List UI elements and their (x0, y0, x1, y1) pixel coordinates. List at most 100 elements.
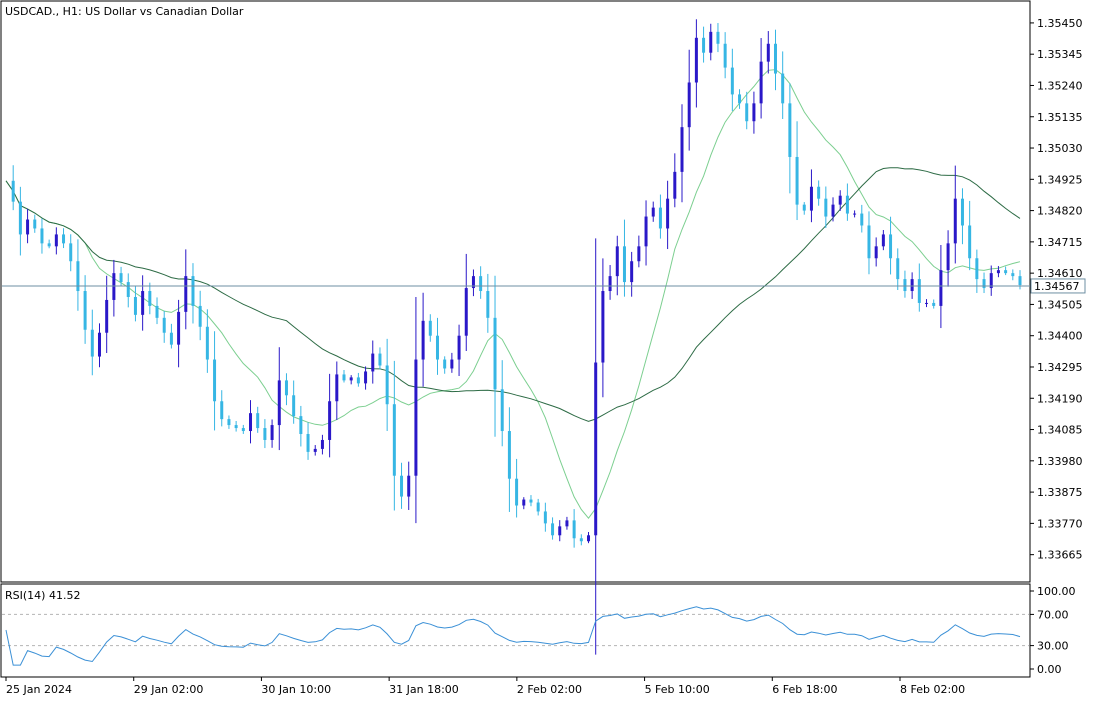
candle-body (54, 234, 58, 247)
candle-body (428, 320, 432, 336)
current-price-tag (1030, 278, 1086, 294)
candle-body (903, 279, 907, 292)
rsi-axis: 100.00 70.00 30.00 0.00 (1030, 585, 1076, 676)
candle-body (500, 389, 504, 432)
price-pane-frame (0, 0, 1031, 583)
rsi-pane-frame (0, 583, 1031, 678)
candle-body (133, 296, 137, 315)
rsi-label: RSI(14) 41.52 (5, 589, 80, 602)
candle-body (536, 502, 540, 512)
time-tick-label: 30 Jan 10:00 (261, 683, 331, 696)
candle-body (1004, 270, 1008, 274)
candle-body (881, 234, 885, 247)
candle-body (723, 43, 727, 68)
candle-body (896, 258, 900, 280)
candle-body (177, 311, 181, 345)
candle-body (284, 380, 288, 396)
candle-body (658, 207, 662, 229)
candle-body (529, 499, 533, 503)
candle-body (119, 273, 123, 283)
candle-body (493, 317, 497, 390)
candle-body (968, 225, 972, 259)
candle-body (788, 103, 792, 157)
moving-averages (5, 69, 1021, 520)
candle-body (953, 198, 957, 244)
rsi-plot (5, 606, 1021, 666)
candle-body (709, 31, 713, 53)
candle-body (356, 377, 360, 384)
candle-body (464, 288, 468, 336)
price-tick-label: 1.33980 (1037, 455, 1083, 468)
candle-body (83, 291, 87, 330)
candle-body (1018, 276, 1022, 286)
candle-body (925, 302, 929, 304)
candle-body (277, 380, 281, 426)
candle-body (773, 43, 777, 74)
candle-body (162, 317, 166, 333)
candle-body (169, 332, 173, 345)
candle-body (874, 246, 878, 259)
candle-body (587, 535, 591, 542)
candle-body (47, 243, 51, 247)
candle-body (522, 499, 526, 506)
candle-body (421, 320, 425, 360)
candle-body (435, 335, 439, 360)
candle-body (608, 276, 612, 292)
candle-body (507, 431, 511, 479)
candle-body (752, 103, 756, 122)
candle-body (471, 276, 475, 289)
price-tick-label: 1.34190 (1037, 392, 1083, 405)
current-price: 1.34567 (2, 278, 1086, 294)
candle-body (680, 127, 684, 172)
candle-body (766, 43, 770, 62)
price-tick-label: 1.35240 (1037, 79, 1083, 92)
rsi-tick-label: 100.00 (1037, 585, 1076, 598)
rsi-tick-label: 30.00 (1037, 640, 1069, 653)
candle-body (97, 332, 101, 357)
moving-average-slow (5, 167, 1021, 422)
current-price-label: 1.34567 (1034, 280, 1080, 293)
candle-body (349, 377, 353, 381)
candle-body (651, 207, 655, 217)
rsi-line (5, 606, 1021, 666)
candle-body (673, 171, 677, 199)
candle-body (76, 261, 80, 292)
candle-body (205, 326, 209, 360)
candle-body (400, 475, 404, 497)
candle-body (730, 67, 734, 95)
candle-body (198, 305, 202, 327)
candle-body (450, 359, 454, 369)
candle-body (241, 428, 245, 432)
time-tick-label: 29 Jan 02:00 (134, 683, 204, 696)
candle-body (220, 401, 224, 420)
candle-body (551, 523, 555, 536)
price-tick-label: 1.34295 (1037, 361, 1083, 374)
candle-body (939, 270, 943, 306)
price-tick-label: 1.35030 (1037, 142, 1083, 155)
candle-body (802, 204, 806, 211)
candle-body (443, 359, 447, 369)
price-tick-label: 1.33770 (1037, 517, 1083, 530)
candle-body (795, 156, 799, 205)
candle-body (637, 246, 641, 262)
time-tick-label: 5 Feb 10:00 (645, 683, 710, 696)
time-tick-label: 2 Feb 02:00 (517, 683, 582, 696)
candle-body (817, 186, 821, 199)
candle-body (141, 291, 145, 315)
candle-body (515, 478, 519, 506)
candle-body (385, 365, 389, 405)
candle-body (565, 520, 569, 527)
time-axis: 25 Jan 2024 29 Jan 02:00 30 Jan 10:00 31 Ja… (5, 677, 965, 696)
time-tick-label: 6 Feb 18:00 (772, 683, 837, 696)
price-tick-label: 1.34085 (1037, 424, 1083, 437)
time-tick-label: 8 Feb 02:00 (900, 683, 965, 696)
candle-body (781, 73, 785, 104)
candle-body (299, 416, 303, 435)
candle-body (234, 425, 238, 429)
candle-body (845, 195, 849, 214)
candle-body (213, 359, 217, 402)
candle-body (960, 198, 964, 226)
